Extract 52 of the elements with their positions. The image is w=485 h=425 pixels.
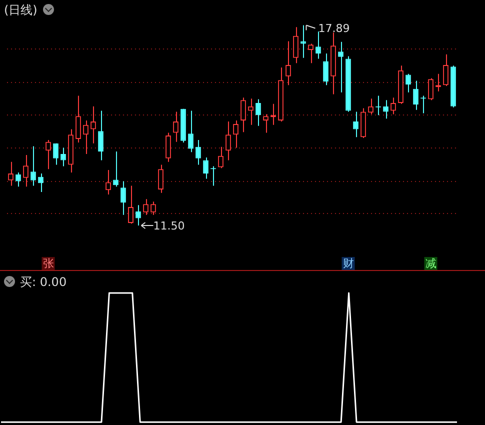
- candlestick: [196, 139, 201, 166]
- candlestick: [83, 120, 88, 155]
- candlestick: [38, 172, 44, 192]
- candlestick: [113, 151, 118, 188]
- candlestick: [46, 139, 51, 170]
- candlestick: [233, 120, 238, 148]
- candlestick: [263, 114, 268, 134]
- candlestick: [76, 95, 81, 143]
- candlestick: [188, 110, 194, 153]
- candlestick: [166, 132, 171, 162]
- candlestick: [406, 73, 411, 93]
- candlestick: [368, 98, 374, 115]
- candlestick: [383, 100, 388, 120]
- candlestick: [323, 52, 328, 86]
- candlestick: [136, 204, 141, 226]
- candlestick: [286, 40, 291, 86]
- candlestick: [8, 161, 14, 186]
- candlestick: [443, 54, 448, 87]
- candlestick: [240, 97, 246, 133]
- annotation: 11.50: [153, 219, 185, 232]
- candlestick: [248, 98, 254, 126]
- candlestick: [353, 111, 358, 138]
- candlestick: [120, 180, 126, 216]
- candlestick: [203, 156, 208, 180]
- candlestick: [226, 120, 231, 161]
- candlestick: [428, 78, 434, 101]
- candlestick: [308, 43, 314, 64]
- candlestick: [338, 41, 344, 93]
- candlestick: [23, 154, 28, 188]
- candlestick: [293, 26, 298, 64]
- candlestick: [360, 108, 366, 139]
- candlestick: [53, 142, 58, 166]
- candlestick: [316, 31, 321, 60]
- text: 张: [42, 256, 54, 270]
- candlestick: [218, 146, 224, 169]
- text: 财: [342, 256, 354, 270]
- candlestick: [60, 147, 66, 167]
- candlestick: [173, 111, 178, 142]
- candlestick: [30, 146, 36, 186]
- candlestick: [128, 185, 134, 224]
- candlestick: [106, 170, 111, 195]
- candlestick: [413, 80, 418, 110]
- text: 减: [425, 256, 436, 270]
- candlestick: [158, 164, 164, 194]
- annotation: 17.89: [318, 22, 350, 36]
- candlestick: [16, 172, 21, 188]
- chart-title: (日线): [4, 2, 38, 19]
- candlestick: [98, 110, 104, 161]
- candlestick: [90, 106, 96, 144]
- candlestick: [256, 98, 261, 126]
- text: 买: 0.00: [20, 274, 67, 291]
- candlestick: [300, 24, 306, 58]
